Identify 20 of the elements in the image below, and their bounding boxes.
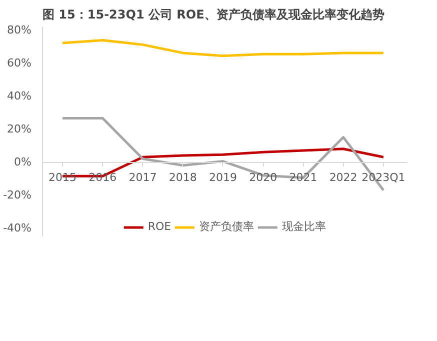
legend-label: ROE [148, 220, 172, 233]
x-tick-label: 2021 [289, 171, 318, 184]
x-tick-label: 2018 [168, 171, 197, 184]
x-tick-label: 2017 [128, 171, 157, 184]
x-tick-label: 2020 [249, 171, 278, 184]
x-tick-label: 2022 [329, 171, 358, 184]
line-series [61, 38, 385, 58]
y-tick-label: -20% [3, 188, 32, 202]
x-tick-label: 2023Q1 [362, 171, 406, 184]
y-tick-label: 60% [7, 56, 32, 70]
y-tick-label: 80% [7, 23, 32, 36]
x-tick-label: 2019 [208, 171, 237, 184]
y-tick-label: 0% [14, 156, 32, 169]
legend-label: 资产负债率 [199, 219, 254, 234]
y-tick-label: 20% [7, 122, 32, 136]
x-tick-label: 2015 [48, 171, 77, 184]
y-tick-label: 40% [7, 89, 32, 102]
legend-label: 现金比率 [282, 219, 326, 234]
y-tick-label: -40% [3, 222, 32, 235]
chart-title: 图 15：15-23Q1 公司 ROE、资产负债率及现金比率变化趋势 [42, 8, 384, 22]
